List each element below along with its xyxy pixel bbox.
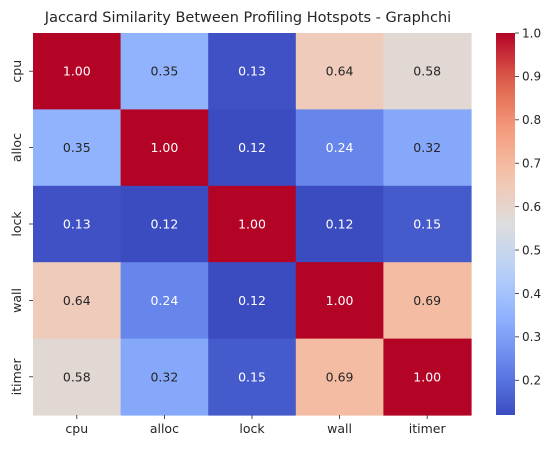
heatmap-cell-lock-wall (295, 185, 384, 263)
heatmap-cell-alloc-alloc (120, 109, 209, 187)
colorbar-tick-label: 1.0 (522, 26, 541, 40)
colorbar-tick-label: 0.2 (522, 374, 541, 388)
colorbar-tick-label: 0.6 (522, 200, 541, 214)
cell-value-label: 0.64 (326, 64, 354, 79)
x-axis: cpu alloc lock wall itimer (65, 415, 446, 436)
cell-value-label: 0.12 (238, 293, 266, 308)
cell-value-label: 0.58 (63, 369, 91, 384)
cell-value-label: 0.35 (150, 64, 178, 79)
heatmap-cell-itimer-alloc (120, 338, 209, 416)
heatmap-cell-lock-itimer (383, 185, 472, 263)
y-tick-label-wall: wall (9, 288, 24, 313)
colorbar-tick-label: 0.9 (522, 70, 541, 84)
y-axis: cpu alloc lock wall itimer (9, 60, 33, 395)
heatmap-cell-wall-itimer (383, 262, 472, 340)
heatmap-cell-alloc-itimer (383, 109, 472, 187)
cell-value-label: 0.24 (326, 140, 354, 155)
heatmap-cell-cpu-alloc (120, 33, 209, 110)
cell-value-label: 0.58 (413, 64, 441, 79)
cell-value-label: 0.32 (150, 369, 178, 384)
heatmap-cell-cpu-wall (295, 33, 384, 110)
cell-value-label: 1.00 (238, 217, 266, 232)
heatmap-cell-alloc-lock (208, 109, 297, 187)
cell-value-label: 0.12 (238, 140, 266, 155)
heatmap-cell-lock-alloc (120, 185, 209, 263)
heatmap-cell-wall-lock (208, 262, 297, 340)
heatmap-cells: 1.00 0.35 0.13 0.64 0.58 0.35 1.00 0.12 0.24 0.32… (33, 33, 472, 416)
cell-value-label: 0.35 (63, 140, 91, 155)
y-tick-label-itimer: itimer (9, 358, 24, 396)
heatmap-cell-itimer-cpu (33, 338, 122, 416)
heatmap-cell-cpu-lock (208, 33, 297, 110)
heatmap-cell-alloc-wall (295, 109, 384, 187)
y-tick-label-alloc: alloc (9, 133, 24, 162)
heatmap-cell-itimer-lock (208, 338, 297, 416)
cell-value-label: 0.64 (63, 293, 91, 308)
heatmap-cell-wall-wall (295, 262, 384, 340)
chart-title: Jaccard Similarity Between Profiling Hot… (44, 10, 451, 26)
cell-value-label: 0.15 (413, 217, 441, 232)
heatmap-cell-wall-cpu (33, 262, 122, 340)
heatmap-cell-cpu-cpu (33, 33, 122, 110)
colorbar: 0.2 0.3 0.4 0.5 0.6 0.7 0.8 0.9 1.0 (496, 26, 541, 415)
colorbar-tick-label: 0.5 (522, 243, 541, 257)
colorbar-tick-label: 0.7 (522, 157, 541, 171)
x-tick-label-cpu: cpu (65, 421, 88, 436)
cell-value-label: 0.24 (150, 293, 178, 308)
heatmap-cell-alloc-cpu (33, 109, 122, 187)
x-tick-label-lock: lock (239, 421, 265, 436)
cell-value-label: 0.69 (413, 293, 441, 308)
heatmap-cell-cpu-itimer (383, 33, 472, 110)
x-tick-label-alloc: alloc (150, 421, 179, 436)
heatmap-cell-lock-cpu (33, 185, 122, 263)
heatmap-cell-wall-alloc (120, 262, 209, 340)
heatmap-cell-itimer-wall (295, 338, 384, 416)
cell-value-label: 1.00 (413, 369, 441, 384)
heatmap-cell-itimer-itimer (383, 338, 472, 416)
cell-value-label: 1.00 (63, 64, 91, 79)
x-tick-label-wall: wall (327, 421, 352, 436)
y-tick-label-cpu: cpu (9, 60, 24, 83)
heatmap-cell-lock-lock (208, 185, 297, 263)
cell-value-label: 0.32 (413, 140, 441, 155)
colorbar-gradient (496, 33, 515, 415)
colorbar-tick-label: 0.4 (522, 287, 541, 301)
x-tick-label-itimer: itimer (409, 421, 447, 436)
cell-value-label: 0.12 (150, 217, 178, 232)
cell-value-label: 0.13 (238, 64, 266, 79)
colorbar-tick-label: 0.8 (522, 113, 541, 127)
cell-value-label: 0.69 (326, 369, 354, 384)
cell-value-label: 1.00 (150, 140, 178, 155)
cell-value-label: 0.13 (63, 217, 91, 232)
cell-value-label: 0.15 (238, 369, 266, 384)
colorbar-tick-label: 0.3 (522, 330, 541, 344)
cell-value-label: 1.00 (326, 293, 354, 308)
y-tick-label-lock: lock (9, 211, 24, 237)
cell-value-label: 0.12 (326, 217, 354, 232)
